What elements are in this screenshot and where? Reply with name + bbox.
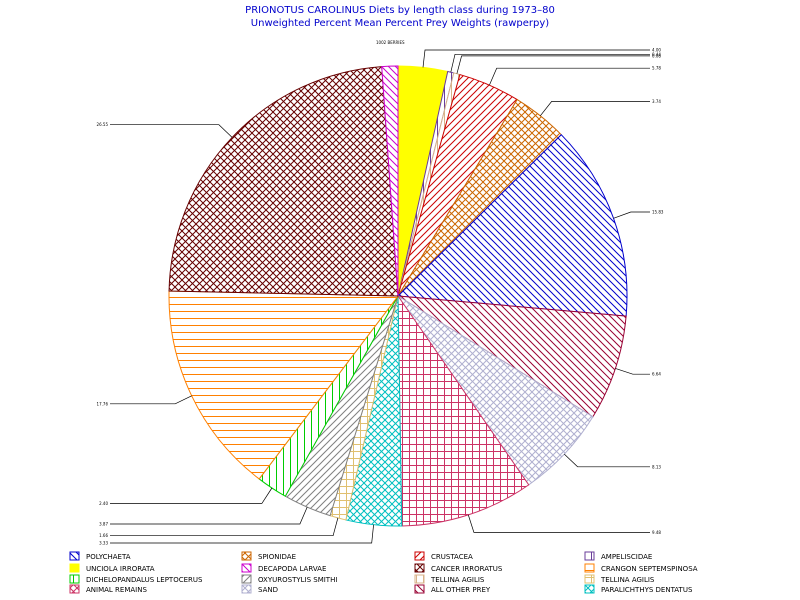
leader-line <box>489 67 650 86</box>
leader-line <box>110 124 233 138</box>
legend-label: ANIMAL REMAINS <box>86 586 147 594</box>
legend-label: TELLINA AGILIS <box>430 576 485 584</box>
pie-slices <box>168 65 628 527</box>
legend-label: AMPELISCIDAE <box>601 553 652 561</box>
legend-label: CRUSTACEA <box>431 553 473 561</box>
legend-label: SPIONIDAE <box>258 553 296 561</box>
slice-value-label: 1.66 <box>99 533 108 538</box>
pie-slice <box>381 65 399 297</box>
leader-line <box>110 517 339 537</box>
legend-label: CRANGON SEPTEMSPINOSA <box>601 565 698 573</box>
leader-line <box>467 514 650 533</box>
legend-swatch <box>241 584 252 594</box>
slice-value-label: 5.78 <box>652 66 661 71</box>
legend-label: POLYCHAETA <box>86 553 131 561</box>
slice-value-label: 2.40 <box>99 501 108 506</box>
legend: POLYCHAETA UNCIOLA IRRORATA DICHELOPANDALU… <box>69 551 698 594</box>
slice-value-label: 3.87 <box>99 522 108 527</box>
legend-swatch <box>584 574 595 584</box>
leader-line <box>456 55 650 74</box>
leader-line <box>450 53 650 73</box>
leader-line <box>540 101 650 117</box>
leader-line <box>110 395 192 405</box>
legend-swatch <box>584 563 595 573</box>
legend-swatch <box>241 551 252 561</box>
legend-label: CANCER IRRORATUS <box>431 565 503 573</box>
leader-line <box>615 368 650 375</box>
slice-value-label: 9.48 <box>652 530 661 535</box>
leader-line <box>613 211 650 219</box>
leader-line <box>110 506 308 525</box>
slice-value-label: 8.13 <box>652 464 661 469</box>
legend-swatch <box>414 574 425 584</box>
legend-swatch <box>241 563 252 573</box>
slice-value-label: 0.44 <box>652 52 661 57</box>
slice-value-label: 0.08 <box>652 53 661 58</box>
pie-slice <box>168 66 399 297</box>
leader-line <box>564 453 650 468</box>
leader-lines: 4.000.440.08 5.78 3.74 15.83 6.64 8.13 9.48 3.3… <box>97 48 664 546</box>
legend-swatch <box>414 563 425 573</box>
leader-line <box>110 524 374 544</box>
top-label: 1002 BERRIES <box>376 40 405 45</box>
slice-value-label: 17.76 <box>97 401 109 406</box>
legend-swatch <box>69 551 80 561</box>
legend-swatch <box>584 551 595 561</box>
chart-title: PRIONOTUS CAROLINUS Diets by length clas… <box>245 5 555 16</box>
chart-subtitle: Unweighted Percent Mean Percent Prey Wei… <box>251 18 550 29</box>
slice-value-label: 3.33 <box>99 540 108 545</box>
legend-swatch <box>414 551 425 561</box>
slice-value-label: 6.64 <box>652 372 661 377</box>
slice-value-label: 3.74 <box>652 99 661 104</box>
legend-swatch <box>414 584 425 594</box>
leader-line <box>110 487 273 504</box>
pie-slice <box>397 295 627 418</box>
legend-swatch <box>241 574 252 584</box>
legend-swatch <box>584 584 595 594</box>
pie-slice <box>397 294 530 527</box>
legend-label: OXYUROSTYLIS SMITHI <box>258 576 337 584</box>
legend-label: SAND <box>258 586 278 594</box>
legend-label: ALL OTHER PREY <box>431 586 491 594</box>
legend-label: TELLINA AGILIS <box>600 576 655 584</box>
legend-swatch <box>69 584 80 594</box>
legend-label: DICHELOPANDALUS LEPTOCERUS <box>86 576 203 584</box>
slice-value-label: 4.00 <box>652 48 661 53</box>
legend-swatch <box>69 563 80 573</box>
legend-label: UNCIOLA IRRORATA <box>86 565 155 573</box>
legend-swatch <box>69 574 80 584</box>
legend-label: DECAPODA LARVAE <box>258 565 326 573</box>
leader-line <box>422 49 650 68</box>
slice-value-label: 26.55 <box>97 122 109 127</box>
slice-value-label: 15.83 <box>652 210 664 215</box>
legend-label: PARALICHTHYS DENTATUS <box>601 586 693 594</box>
